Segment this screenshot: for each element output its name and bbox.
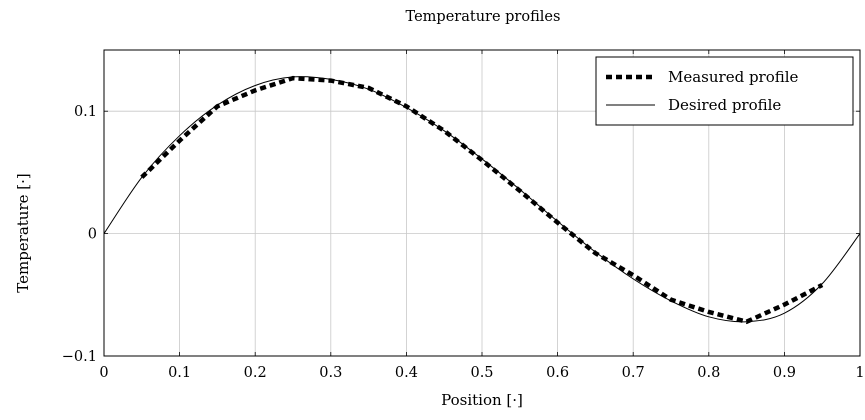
x-tick-label: 0 — [99, 365, 108, 381]
legend-label-desired: Desired profile — [668, 96, 781, 114]
series-line-measured-profile — [140, 75, 824, 325]
ticks: 0 0.1 0.2 0.3 0.4 0.5 0.6 0.7 0.8 0.9 1−0.100.1 — [62, 50, 865, 381]
x-tick-label: 0.4 — [395, 365, 418, 381]
x-tick-label: 1 — [855, 365, 864, 381]
x-tick-label: 0.7 — [622, 365, 645, 381]
legend-label-measured: Measured profile — [668, 68, 799, 86]
x-axis-label: Position [·] — [441, 391, 523, 409]
legend: Measured profile Desired profile — [595, 56, 854, 126]
x-tick-label: 0.2 — [244, 365, 267, 381]
x-tick-label: 0.1 — [168, 365, 191, 381]
x-tick-label: 0.6 — [546, 365, 569, 381]
series-layer — [103, 75, 861, 325]
chart-title: Temperature profiles — [406, 9, 561, 25]
y-tick-label: 0 — [88, 227, 97, 243]
x-tick-label: 0.5 — [470, 365, 493, 381]
y-tick-label: −0.1 — [62, 349, 97, 365]
legend-box — [595, 56, 854, 126]
x-tick-label: 0.8 — [697, 365, 720, 381]
y-tick-label: 0.1 — [74, 104, 97, 120]
y-axis-label: Temperature [·] — [14, 173, 32, 293]
x-tick-label: 0.3 — [319, 365, 342, 381]
x-tick-label: 0.9 — [773, 365, 796, 381]
